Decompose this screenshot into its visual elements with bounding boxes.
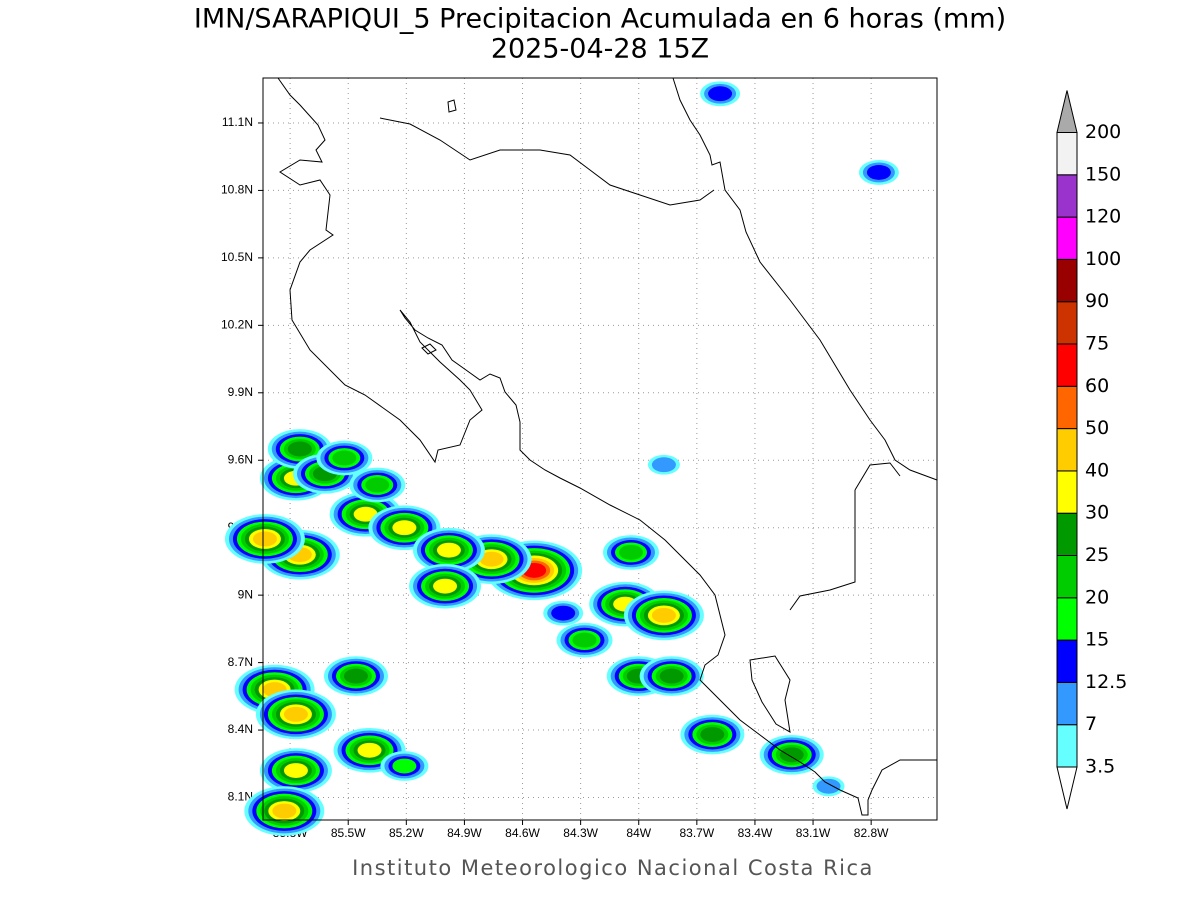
precip-contour [353, 506, 378, 522]
precip-contour [357, 742, 382, 758]
colorbar-label: 60 [1085, 375, 1109, 397]
precip-contour [708, 86, 733, 102]
y-tick-label: 10.2N [221, 318, 253, 332]
precip-contour [651, 457, 676, 473]
precip-contour [572, 632, 597, 648]
map-frame [262, 77, 938, 821]
colorbar-box [1056, 555, 1078, 599]
colorbar-box [1056, 639, 1078, 683]
colorbar-box [1056, 428, 1078, 472]
y-tick-label: 10.5N [221, 250, 253, 264]
precip-contour [332, 450, 357, 466]
colorbar-box [1056, 385, 1078, 430]
colorbar-box [1056, 597, 1078, 641]
colorbar-label: 3.5 [1085, 756, 1115, 778]
colorbar-box [1056, 512, 1078, 557]
x-tick-label: 84.6W [505, 826, 540, 840]
colorbar-box [1056, 724, 1078, 768]
precip-contour [392, 520, 417, 536]
precip-contour [283, 763, 308, 778]
subtitle: 2025-04-28 15Z [491, 34, 709, 65]
colorbar-label: 90 [1085, 290, 1109, 312]
precip-contour [551, 605, 576, 621]
precip-contour [816, 778, 841, 794]
precip-contour [659, 668, 684, 684]
colorbar-over [1056, 90, 1078, 133]
precip-contour [779, 747, 804, 763]
colorbar-label: 50 [1085, 417, 1109, 439]
x-tick-label: 83.4W [738, 826, 773, 840]
colorbar-box [1056, 174, 1078, 218]
colorbar-label: 75 [1085, 333, 1109, 355]
colorbar-box [1056, 258, 1078, 303]
y-tick-label: 9N [238, 587, 253, 601]
colorbar-box [1056, 681, 1078, 726]
x-tick-label: 83.1W [796, 826, 831, 840]
colorbar-label: 20 [1085, 586, 1109, 608]
title: IMN/SARAPIQUI_5 Precipitacion Acumulada … [194, 4, 1006, 35]
colorbar-box [1056, 301, 1078, 345]
colorbar-box [1056, 343, 1078, 387]
y-tick-label: 8.4N [228, 722, 253, 736]
colorbar-label: 40 [1085, 459, 1109, 481]
colorbar-box [1056, 132, 1078, 176]
x-tick-label: 83.7W [679, 826, 714, 840]
precip-contour [700, 727, 725, 742]
colorbar-label: 120 [1085, 206, 1121, 228]
precip-contour [436, 542, 461, 558]
coastline [277, 77, 938, 816]
y-tick-label: 8.7N [228, 655, 253, 669]
precip-contour [479, 551, 504, 567]
y-tick-label: 9.6N [228, 452, 253, 466]
x-tick-label: 82.8W [854, 826, 889, 840]
colorbar-label: 7 [1085, 713, 1097, 735]
colorbar-label: 100 [1085, 248, 1121, 270]
precip-contour [252, 531, 277, 547]
colorbar-label: 200 [1085, 121, 1121, 143]
x-tick-label: 84.9W [447, 826, 482, 840]
colorbar-under [1056, 766, 1078, 810]
colorbar-label: 30 [1085, 502, 1109, 524]
footer: Instituto Meteorologico Nacional Costa R… [352, 856, 874, 880]
colorbar-label: 15 [1085, 629, 1109, 651]
colorbar-label: 150 [1085, 163, 1121, 185]
precip-contour [433, 578, 458, 594]
precip-contour [866, 164, 891, 180]
x-tick-label: 84.3W [563, 826, 598, 840]
colorbar-box [1056, 470, 1078, 514]
x-tick-label: 85.5W [331, 826, 366, 840]
precip-contour [287, 441, 312, 457]
y-tick-label: 9.9N [228, 385, 253, 399]
y-tick-label: 10.8N [221, 183, 253, 197]
precip-contour [283, 706, 308, 722]
precip-contour [651, 607, 676, 623]
colorbar-label: 25 [1085, 544, 1109, 566]
precip-contour [618, 544, 643, 560]
colorbar-label: 12.5 [1085, 671, 1127, 693]
colorbar-box [1056, 216, 1078, 260]
x-tick-label: 84W [626, 826, 651, 840]
y-tick-label: 11.1N [222, 115, 253, 129]
precip-contour [272, 803, 297, 819]
y-tick-label: 8.1N [228, 790, 253, 804]
precip-contour [343, 668, 368, 684]
precip-contour [392, 758, 417, 774]
precip-contour [365, 477, 390, 493]
x-tick-label: 85.2W [389, 826, 424, 840]
